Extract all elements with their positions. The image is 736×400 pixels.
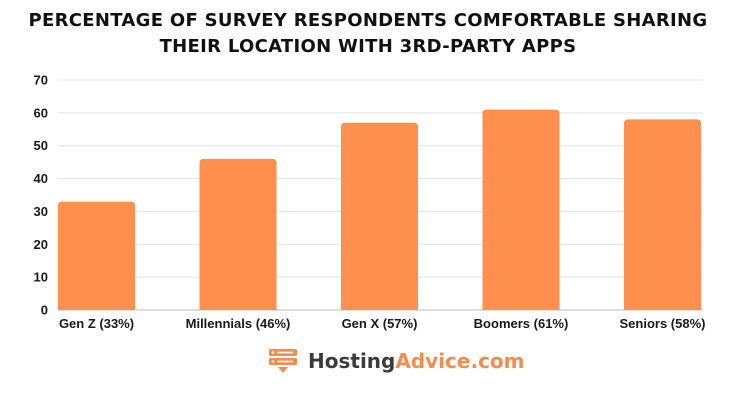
y-tick-label: 30 (34, 204, 48, 219)
y-tick-label: 70 (34, 73, 48, 88)
x-tick-label: Millennials (46%) (186, 316, 291, 331)
y-tick-label: 10 (34, 270, 48, 285)
y-tick-label: 20 (34, 237, 48, 252)
x-axis-ticks: Gen Z (33%) Millennials (46%) Gen X (57%) B… (59, 316, 706, 331)
bar (341, 122, 418, 310)
bar (624, 119, 701, 310)
brand-name-part-2: Advice.com (395, 349, 525, 373)
x-tick-label: Gen X (57%) (342, 316, 418, 331)
y-tick-label: 60 (34, 105, 48, 120)
server-icon (269, 349, 297, 373)
y-tick-label: 40 (34, 171, 48, 186)
chart-title-line-2: THEIR LOCATION WITH 3RD-PARTY APPS (159, 36, 577, 57)
chart-title-line-1: PERCENTAGE OF SURVEY RESPONDENTS COMFORT… (28, 10, 708, 31)
bar (482, 109, 560, 310)
brand-name-part-1: Hosting (308, 349, 396, 373)
bars (58, 109, 701, 310)
brand-name: HostingAdvice.com (308, 349, 525, 373)
x-tick-label: Gen Z (33%) (59, 316, 134, 331)
bar (58, 201, 135, 310)
y-tick-label: 50 (34, 138, 48, 153)
y-axis-ticks: 0 10 20 30 40 50 60 70 (34, 73, 48, 318)
grid-layer (58, 79, 703, 311)
x-tick-label: Boomers (61%) (474, 316, 569, 331)
bar (199, 158, 277, 310)
x-tick-label: Seniors (58%) (620, 316, 706, 331)
brand-logo[interactable]: HostingAdvice.com (266, 346, 525, 376)
chart-title: PERCENTAGE OF SURVEY RESPONDENTS COMFORT… (0, 8, 736, 60)
y-tick-label: 0 (41, 303, 48, 318)
